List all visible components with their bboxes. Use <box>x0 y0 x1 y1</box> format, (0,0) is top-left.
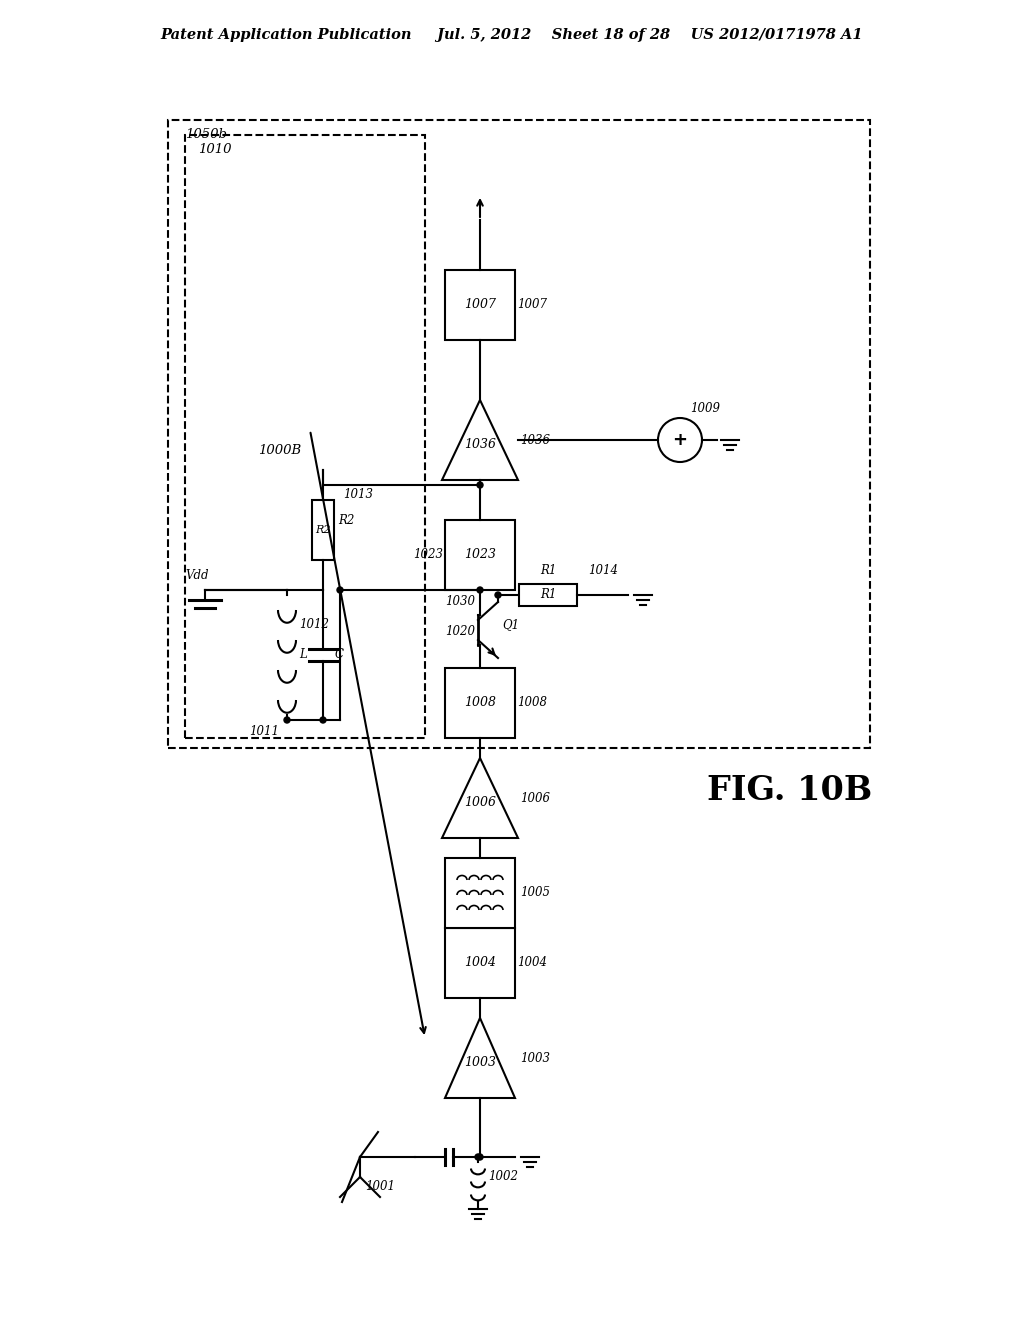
Text: 1020: 1020 <box>445 624 475 638</box>
Text: 1002: 1002 <box>488 1171 518 1184</box>
Text: 1007: 1007 <box>517 298 547 312</box>
Text: 1050b: 1050b <box>185 128 227 141</box>
Text: 1023: 1023 <box>464 549 496 561</box>
Text: C: C <box>335 648 344 661</box>
Circle shape <box>477 1154 483 1160</box>
Text: 1003: 1003 <box>464 1056 496 1068</box>
Bar <box>445 271 515 341</box>
Bar <box>445 858 515 928</box>
Circle shape <box>477 482 483 488</box>
Text: 1011: 1011 <box>249 725 279 738</box>
Text: R1: R1 <box>540 589 556 602</box>
Text: R1: R1 <box>540 564 556 577</box>
Bar <box>445 520 515 590</box>
Bar <box>519 583 577 606</box>
Circle shape <box>475 1154 481 1160</box>
Text: 1005: 1005 <box>520 887 550 899</box>
Text: 1004: 1004 <box>517 957 547 969</box>
Text: 1003: 1003 <box>520 1052 550 1064</box>
Text: 1007: 1007 <box>464 298 496 312</box>
Text: 1013: 1013 <box>343 488 373 502</box>
Text: 1014: 1014 <box>588 564 618 577</box>
Text: L: L <box>299 648 307 661</box>
Bar <box>445 928 515 998</box>
Text: 1006: 1006 <box>464 796 496 808</box>
Circle shape <box>477 587 483 593</box>
Text: Vdd: Vdd <box>185 569 209 582</box>
Bar <box>185 135 425 738</box>
Text: 1008: 1008 <box>464 697 496 710</box>
Circle shape <box>337 587 343 593</box>
Bar <box>168 120 870 748</box>
Text: R2: R2 <box>338 513 354 527</box>
Text: 1023: 1023 <box>413 549 443 561</box>
Bar <box>312 500 334 560</box>
Text: 1006: 1006 <box>520 792 550 804</box>
Text: +: + <box>673 432 687 449</box>
Circle shape <box>319 717 326 723</box>
Text: 1036: 1036 <box>520 433 550 446</box>
Text: 1012: 1012 <box>299 619 329 631</box>
Text: 1009: 1009 <box>690 403 720 414</box>
Text: R2: R2 <box>315 525 331 535</box>
Text: Patent Application Publication     Jul. 5, 2012    Sheet 18 of 28    US 2012/017: Patent Application Publication Jul. 5, 2… <box>161 28 863 42</box>
Circle shape <box>495 591 501 598</box>
Text: 1010: 1010 <box>198 143 231 156</box>
Text: 1001: 1001 <box>365 1180 395 1193</box>
Text: Q1: Q1 <box>502 619 519 631</box>
Text: 1008: 1008 <box>517 697 547 710</box>
Text: 1004: 1004 <box>464 957 496 969</box>
Bar <box>445 668 515 738</box>
Text: 1036: 1036 <box>464 437 496 450</box>
Text: 1000B: 1000B <box>258 444 302 457</box>
Text: 1030: 1030 <box>445 595 475 609</box>
Circle shape <box>284 717 290 723</box>
Text: FIG. 10B: FIG. 10B <box>708 774 872 807</box>
